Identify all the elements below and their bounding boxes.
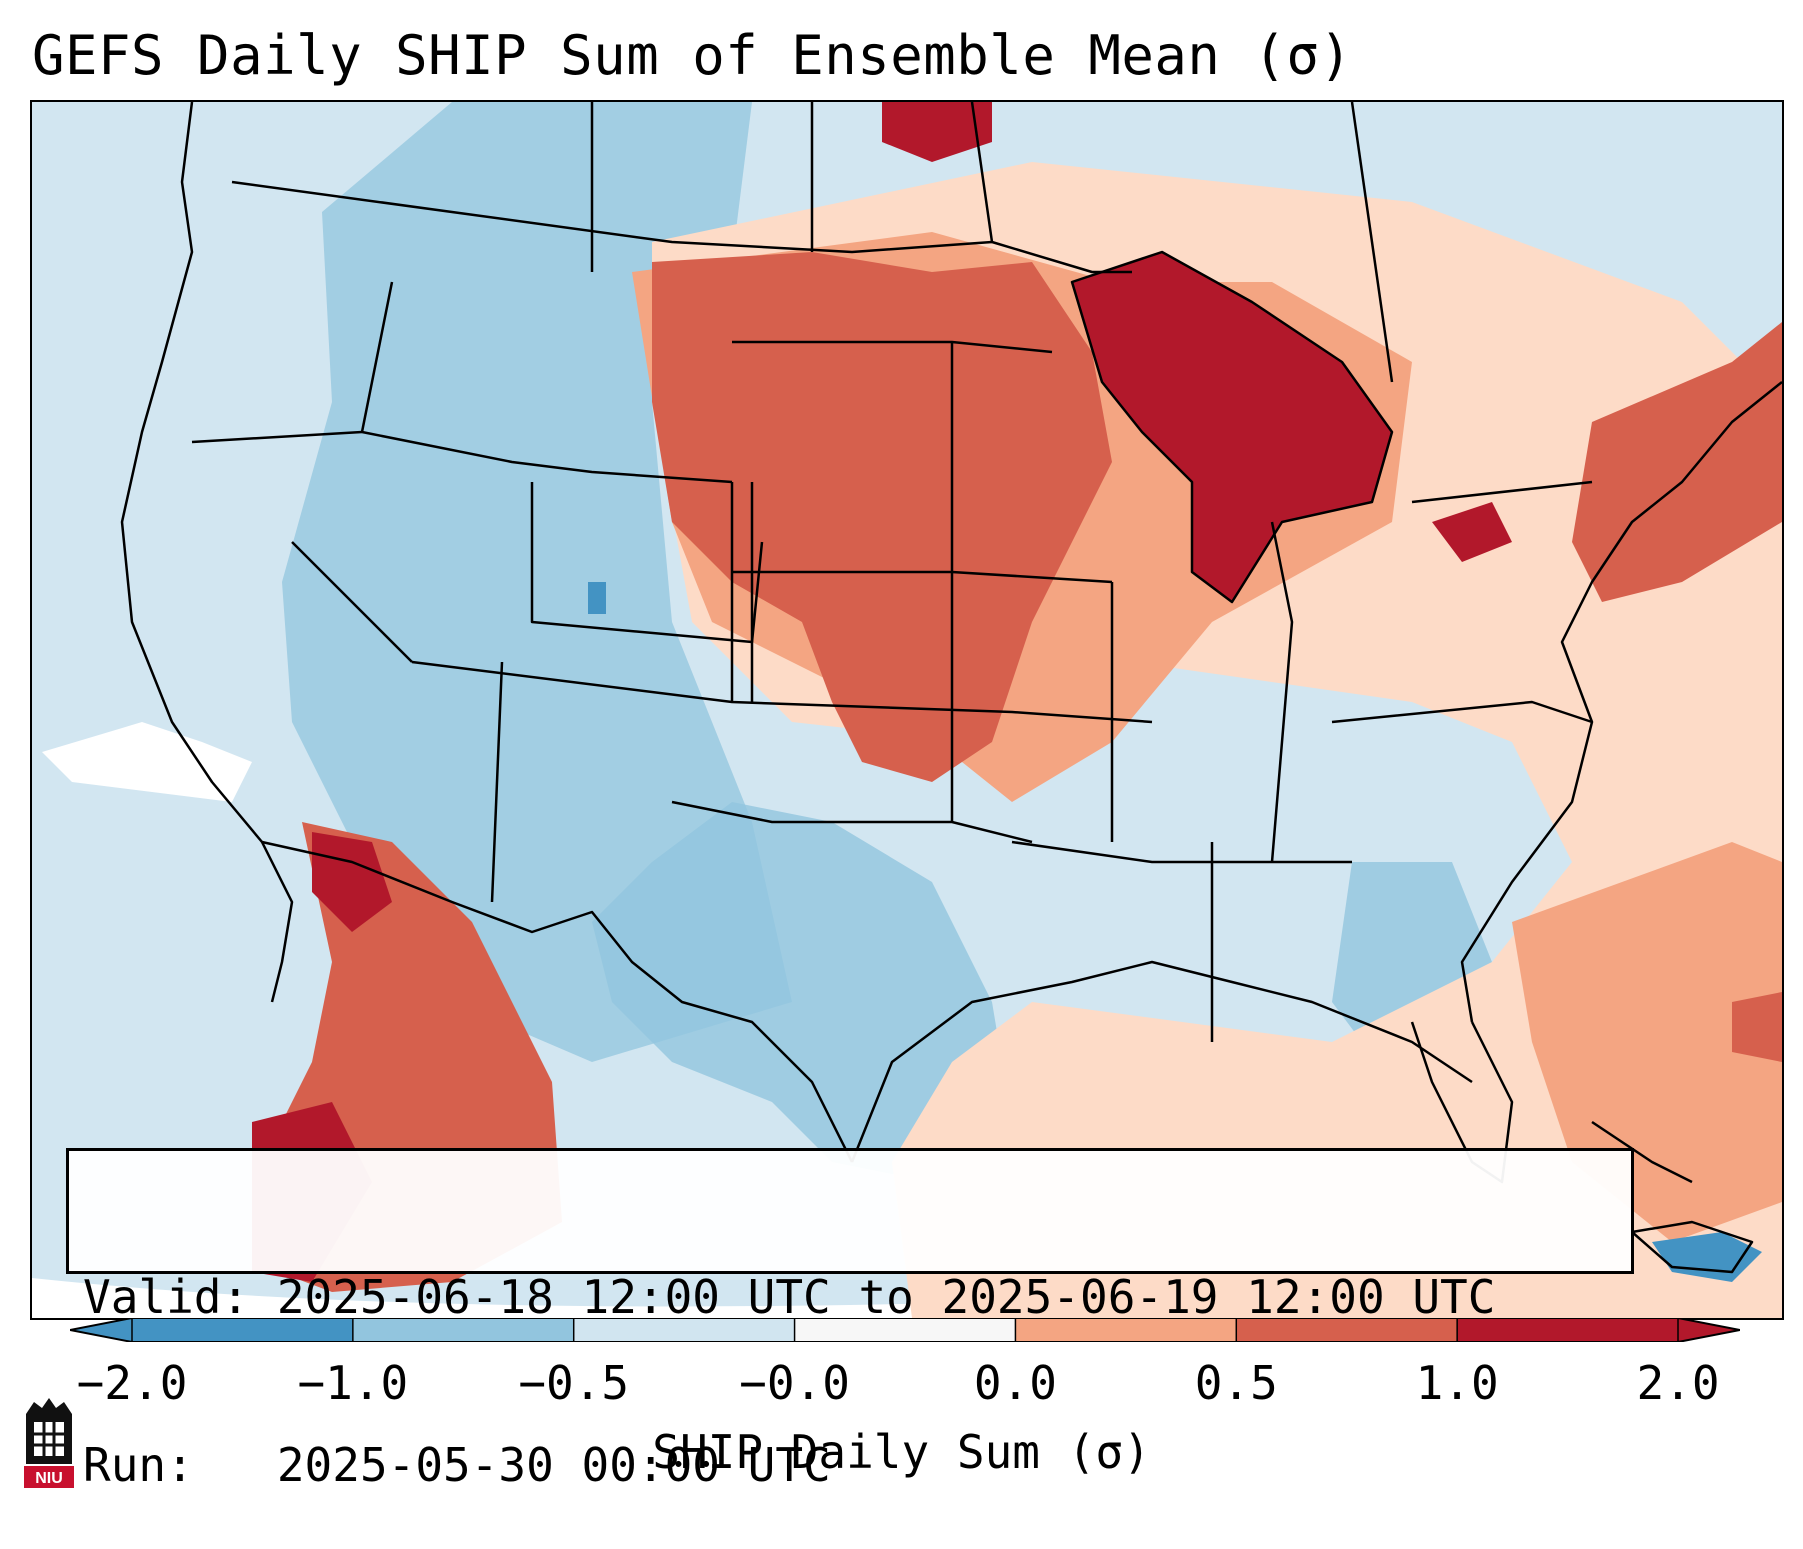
colorbar-segment [794,1318,1016,1342]
colorbar-segment [352,1318,575,1342]
borders [120,102,1782,1274]
colorbar-segment [1457,1318,1679,1342]
colorbar-tick-label: 1.0 [1415,1356,1499,1410]
colorbar [70,1318,1740,1342]
colorbar-tick-label: 0.0 [973,1356,1057,1410]
colorbar-tick-label: −0.5 [518,1356,630,1410]
colorbar-segment [573,1318,796,1342]
colorbar-extend-high [1678,1318,1740,1342]
colorbar-segment [1236,1318,1458,1342]
niu-logo-graphic: NIU [24,1398,74,1488]
run-time-line: Run: 2025-05-30 00:00 UTC [83,1438,831,1492]
colorbar-tick-label: −1.0 [297,1356,409,1410]
anomaly-map [32,102,1782,1318]
colorbar-tick-label: 0.5 [1194,1356,1278,1410]
validity-info-box: Valid: 2025-06-18 12:00 UTC to 2025-06-1… [66,1148,1634,1492]
colorbar-tick-label: 2.0 [1636,1356,1720,1410]
map-title: GEFS Daily SHIP Sum of Ensemble Mean (σ) [32,24,1353,87]
colorbar-label: SHIP Daily Sum (σ) [652,1425,1151,1479]
niu-logo-text: NIU [35,1470,63,1487]
map-panel[interactable] [30,100,1784,1320]
anomaly-field [42,102,1782,1318]
colorbar-tick-label: −0.0 [739,1356,850,1410]
colorbar-segment [1015,1318,1237,1342]
colorbar-tick-labels: −2.0 −1.0 −0.5 −0.0 0.0 0.5 1.0 2.0 [0,1358,1803,1408]
valid-time-line: Valid: 2025-06-18 12:00 UTC to 2025-06-1… [83,1270,1496,1324]
niu-logo: NIU [20,1394,78,1490]
colorbar-tick-label: −2.0 [76,1356,188,1410]
colorbar-extend-low [70,1318,132,1342]
colorbar-segment [132,1318,354,1342]
